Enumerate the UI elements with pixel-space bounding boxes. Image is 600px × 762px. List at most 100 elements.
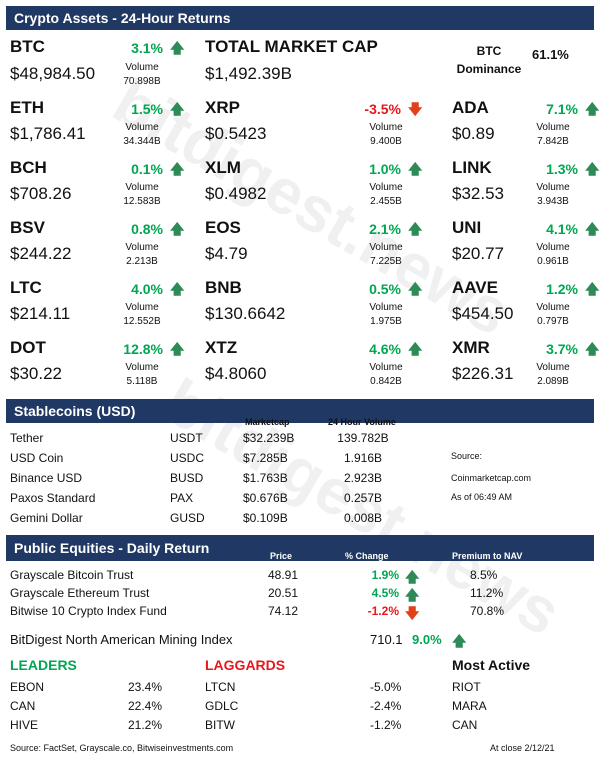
- arrow-up-icon: 🡅: [405, 587, 420, 603]
- asset-volume: 2.455B: [370, 196, 402, 207]
- volume-label: Volume: [125, 122, 159, 133]
- volume-label: Volume: [125, 62, 159, 73]
- asset-symbol: BSV: [10, 218, 45, 237]
- stablecoin-marketcap: $7.285B: [243, 451, 288, 465]
- asset-change: 0.5%: [369, 281, 401, 297]
- arrow-down-icon: 🡇: [408, 101, 423, 117]
- asset-volume: 34.344B: [123, 136, 161, 147]
- arrow-up-icon: 🡅: [170, 221, 185, 237]
- laggard-change: -5.0%: [370, 680, 402, 694]
- arrow-up-icon: 🡅: [585, 161, 600, 177]
- section-header-stablecoins: Stablecoins (USD): [6, 399, 594, 423]
- volume-label: Volume: [125, 362, 159, 373]
- asset-volume: 12.552B: [123, 316, 161, 327]
- section-title: Public Equities - Daily Return: [14, 540, 210, 556]
- equity-price: 74.12: [268, 604, 299, 618]
- asset-symbol: XMR: [452, 338, 490, 357]
- equity-price: 20.51: [268, 586, 299, 600]
- asset-volume: 0.797B: [537, 316, 569, 327]
- volume-label: Volume: [369, 122, 403, 133]
- equity-name: Bitwise 10 Crypto Index Fund: [10, 604, 167, 618]
- asset-symbol: ETH: [10, 98, 44, 117]
- asset-symbol: EOS: [205, 218, 241, 237]
- arrow-up-icon: 🡅: [585, 281, 600, 297]
- stablecoin-name: Binance USD: [10, 471, 83, 485]
- volume-label: Volume: [369, 302, 403, 313]
- stablecoin-volume: 0.257B: [343, 491, 383, 505]
- arrow-up-icon: 🡅: [170, 281, 185, 297]
- arrow-up-icon: 🡅: [585, 341, 600, 357]
- asset-change: 1.0%: [369, 161, 401, 177]
- asset-change: 7.1%: [546, 101, 578, 117]
- asset-symbol: XTZ: [205, 338, 238, 357]
- asset-volume: 0.961B: [537, 256, 569, 267]
- stablecoin-volume: 2.923B: [343, 471, 383, 485]
- asset-change: 3.7%: [546, 341, 578, 357]
- asset-price: $130.6642: [205, 304, 286, 323]
- section-title: Stablecoins (USD): [14, 403, 136, 419]
- btc-dominance-label-line: Dominance: [456, 62, 522, 76]
- equity-name: Grayscale Bitcoin Trust: [10, 568, 134, 582]
- stablecoin-marketcap: $32.239B: [243, 431, 295, 445]
- volume-label: Volume: [536, 302, 570, 313]
- asset-price: $48,984.50: [10, 64, 96, 83]
- asset-volume: 2.213B: [126, 256, 158, 267]
- asset-price: $30.22: [10, 364, 62, 383]
- asset-symbol: XRP: [205, 98, 240, 117]
- leader-ticker: CAN: [10, 699, 36, 713]
- laggard-ticker: BITW: [205, 718, 235, 732]
- equity-premium: 70.8%: [470, 604, 505, 618]
- volume-label: Volume: [536, 242, 570, 253]
- volume-label: Volume: [125, 242, 159, 253]
- leader-change: 22.4%: [128, 699, 163, 713]
- equity-change: 1.9%: [371, 568, 399, 582]
- footer-close-date: At close 2/12/21: [490, 743, 555, 753]
- stablecoin-marketcap: $1.763B: [243, 471, 288, 485]
- most-active-ticker: CAN: [452, 718, 478, 732]
- stablecoin-ticker: USDT: [170, 431, 203, 445]
- stablecoin-ticker: USDC: [170, 451, 205, 465]
- section-header-equities: Public Equities - Daily Return: [6, 535, 594, 561]
- stablecoin-marketcap: $0.676B: [243, 491, 288, 505]
- stablecoin-name: USD Coin: [10, 451, 64, 465]
- volume-label: Volume: [369, 242, 403, 253]
- stablecoin-volume: 139.782B: [337, 431, 389, 445]
- btc-dominance-value: 61.1%: [532, 47, 569, 62]
- total-market-cap-value: $1,492.39B: [205, 64, 292, 83]
- mining-index-name: BitDigest North American Mining Index: [10, 632, 233, 647]
- column-header-premium: Premium to NAV: [452, 551, 523, 561]
- asset-symbol: BTC: [10, 37, 45, 56]
- arrow-up-icon: 🡅: [405, 569, 420, 585]
- asset-symbol: UNI: [452, 218, 482, 237]
- arrow-up-icon: 🡅: [170, 40, 185, 56]
- footer-source: Source: FactSet, Grayscale.co, Bitwisein…: [10, 743, 234, 753]
- leaders-title: LEADERS: [10, 657, 77, 673]
- column-header-volume: 24 Hour Volume: [328, 417, 396, 427]
- asset-volume: 9.400B: [370, 136, 402, 147]
- asset-change: 2.1%: [369, 221, 401, 237]
- volume-label: Volume: [536, 182, 570, 193]
- asset-price: $1,786.41: [10, 124, 86, 143]
- most-active-title: Most Active: [452, 657, 531, 673]
- arrow-up-icon: 🡅: [170, 341, 185, 357]
- asset-price: $32.53: [452, 184, 504, 203]
- asset-price: $214.11: [10, 304, 71, 323]
- asset-price: $226.31: [452, 364, 514, 383]
- asset-volume: 5.118B: [126, 376, 158, 387]
- asset-volume: 3.943B: [537, 196, 569, 207]
- asset-price: $708.26: [10, 184, 72, 203]
- asset-change: -3.5%: [364, 101, 401, 117]
- volume-label: Volume: [125, 302, 159, 313]
- asset-change: 4.0%: [131, 281, 163, 297]
- volume-label: Volume: [369, 362, 403, 373]
- asset-price: $0.4982: [205, 184, 267, 203]
- equity-premium: 8.5%: [470, 568, 498, 582]
- leader-change: 21.2%: [128, 718, 163, 732]
- column-header-change: % Change: [345, 551, 389, 561]
- arrow-up-icon: 🡅: [408, 161, 423, 177]
- volume-label: Volume: [369, 182, 403, 193]
- volume-label: Volume: [536, 122, 570, 133]
- btc-dominance-label-line: BTC: [476, 44, 502, 58]
- total-market-cap-label: TOTAL MARKET CAP: [205, 37, 378, 56]
- equity-name: Grayscale Ethereum Trust: [10, 586, 150, 600]
